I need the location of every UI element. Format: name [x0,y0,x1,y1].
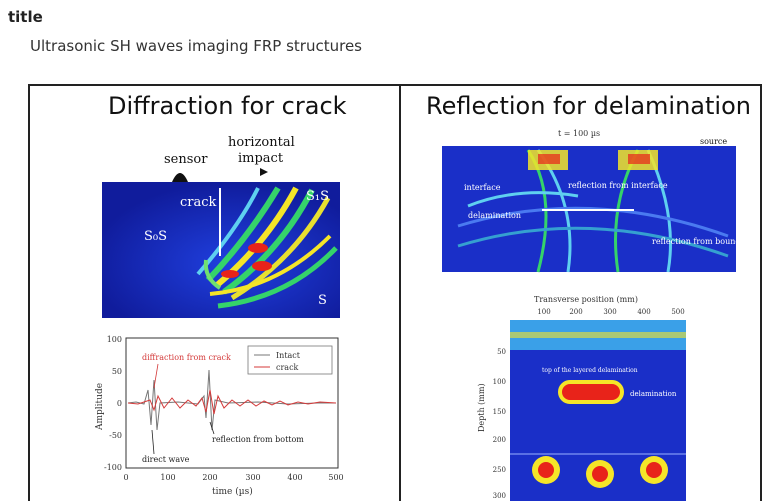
svg-text:50: 50 [497,348,506,356]
section-label: title [8,8,43,26]
sensor-label: sensor [164,152,208,167]
y-axis-label: Amplitude [95,383,105,431]
legend-intact: Intact [276,351,301,360]
delamination-wavefield-image: t = 100 µs source interface reflection f… [442,129,740,273]
s-label: S [318,293,327,308]
svg-text:500: 500 [671,308,684,316]
depth-xlabel: Transverse position (mm) [534,295,638,304]
s1s-label: S₁S [306,189,329,204]
figure-caption: Ultrasonic SH waves imaging FRP structur… [30,37,362,55]
horizontal-label: horizontal [228,135,295,150]
svg-text:100: 100 [160,473,175,482]
svg-text:150: 150 [493,408,506,416]
annotation-direct: direct wave [142,455,190,464]
svg-text:300: 300 [603,308,616,316]
interface-label: interface [464,183,501,192]
svg-text:300: 300 [245,473,260,482]
source-label: source [700,137,727,146]
delamination-label: delamination [468,211,521,220]
svg-text:400: 400 [637,308,650,316]
crack-trace [127,389,337,415]
legend-box [247,345,333,375]
wavefronts [196,186,338,309]
depth-yticks: 50 100 150 200 250 300 [493,348,506,500]
sensor-icon [172,173,188,182]
svg-text:200: 200 [569,308,582,316]
svg-text:300: 300 [493,492,506,500]
svg-text:-50: -50 [109,431,122,440]
depth-top-stripes [510,320,686,350]
svg-text:200: 200 [493,436,506,444]
depth-ylabel: Depth (mm) [477,383,486,432]
impact-label: impact [238,151,284,166]
svg-text:50: 50 [112,367,122,376]
svg-text:400: 400 [287,473,302,482]
svg-text:100: 100 [537,308,550,316]
annotation-diffraction: diffraction from crack [142,353,231,362]
depth-image: Transverse position (mm) 100 200 300 400… [477,295,686,501]
x-ticks: 0 100 200 300 400 500 [123,473,343,482]
top-note-label: top of the layered delamination [542,367,638,374]
reflection-interface-label: reflection from interface [568,181,668,190]
crack-label: crack [180,195,217,210]
svg-text:500: 500 [328,473,343,482]
panel-divider [399,84,401,501]
time-label: t = 100 µs [558,129,600,138]
delamination-tag: delamination [630,390,677,398]
reflection-boundary-label: reflection from boundary [652,237,740,246]
crack-simulation-image: sensor horizontal impact crack S₁S S₀S S [102,135,340,318]
impact-arrow-icon [260,168,268,176]
s0s-label: S₀S [144,229,167,244]
svg-text:200: 200 [202,473,217,482]
svg-text:100: 100 [107,335,122,344]
svg-text:250: 250 [493,466,506,474]
x-axis-label: time (µs) [212,486,253,497]
svg-text:-100: -100 [104,463,122,472]
annotation-bottom: reflection from bottom [212,435,304,444]
depth-xticks: 100 200 300 400 500 [537,308,684,316]
delamination-blob [558,380,624,404]
left-panel-heading: Diffraction for crack [108,92,347,120]
svg-text:0: 0 [123,473,128,482]
amplitude-plot: 100 50 0 -50 -100 0 100 200 300 400 500 … [95,335,344,497]
bottom-hotspots [532,456,668,488]
legend-crack: crack [276,363,299,372]
y-ticks: 100 50 0 -50 -100 [104,335,122,472]
svg-text:100: 100 [493,378,506,386]
right-panel-heading: Reflection for delamination [426,92,751,120]
svg-text:0: 0 [117,399,122,408]
